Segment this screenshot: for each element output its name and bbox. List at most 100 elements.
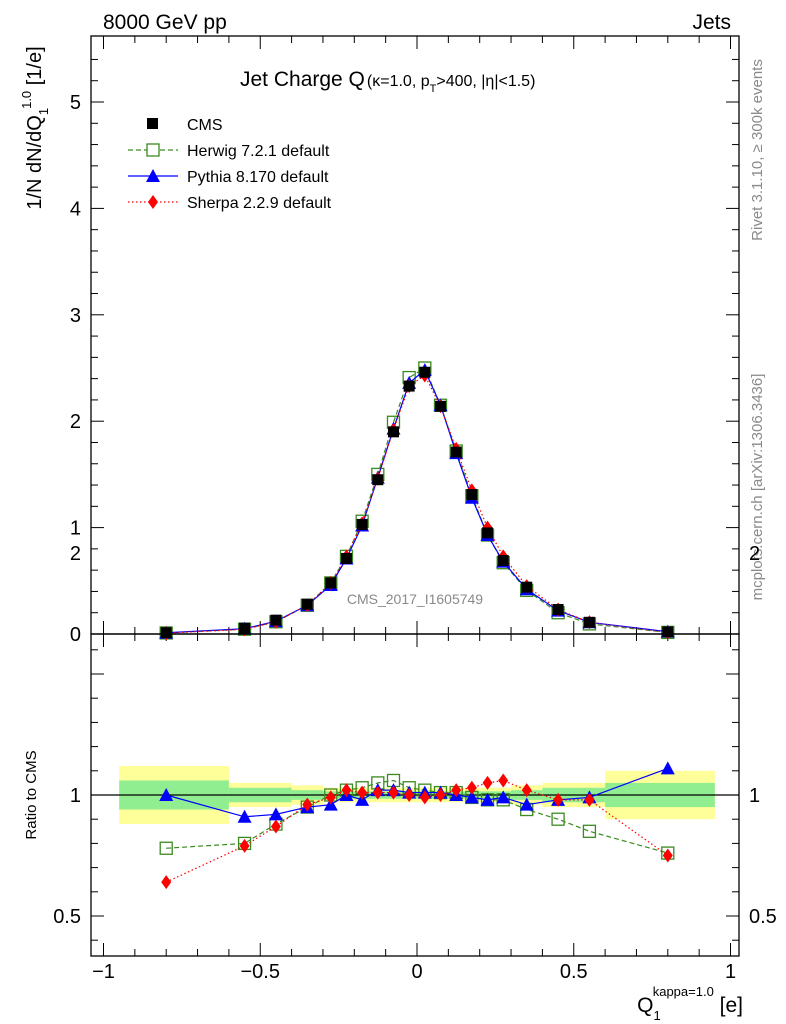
x-tick-label: 0 xyxy=(411,961,422,983)
ratio-point-sherpa xyxy=(498,773,509,788)
main-point-cms xyxy=(450,446,462,458)
main-point-cms xyxy=(552,604,564,616)
ratio-y-axis-label: Ratio to CMS xyxy=(23,750,40,839)
ratio-point-sherpa xyxy=(662,848,673,863)
main-series xyxy=(159,361,675,641)
ratio-point-sherpa xyxy=(270,819,281,834)
legend-label-sherpa: Sherpa 2.2.9 default xyxy=(187,195,332,212)
ratio-point-sherpa xyxy=(325,790,336,805)
main-y-tick-label: 1 xyxy=(70,518,81,540)
ratio-point-sherpa xyxy=(521,783,532,798)
ratio-uncertainty-bands xyxy=(91,765,739,825)
ratio-point-pythia xyxy=(159,788,174,801)
header-left: 8000 GeV pp xyxy=(103,11,227,34)
ratio-y-tick-label-right: 0.5 xyxy=(749,906,777,928)
main-point-cms xyxy=(497,555,509,567)
legend-marker-cms xyxy=(147,118,158,129)
main-point-cms xyxy=(160,627,172,639)
ratio-point-sherpa xyxy=(372,785,383,800)
rivet-side-text: Rivet 3.1.10, ≥ 300k events xyxy=(749,59,766,241)
header-right: Jets xyxy=(692,11,731,34)
ratio-point-herwig xyxy=(159,841,173,855)
ratio-point-sherpa xyxy=(388,785,399,800)
legend: CMS Herwig 7.2.1 default Pythia 8.170 de… xyxy=(128,117,332,212)
ratio-point-pythia xyxy=(519,797,534,811)
ratio-point-herwig xyxy=(551,812,565,826)
ratio-point-sherpa xyxy=(341,783,352,798)
ratio-series xyxy=(159,761,675,890)
main-point-cms xyxy=(387,426,399,438)
plot-title: Jet Charge Q (κ=1.0, pT>400, |η|<1.5) xyxy=(240,68,535,95)
main-series-cms xyxy=(160,366,674,639)
legend-marker-sherpa xyxy=(148,195,158,209)
main-point-cms xyxy=(466,489,478,501)
ratio-axis-ticks: 0.5 0.5 1 1 2 2 xyxy=(53,543,777,941)
main-point-cms xyxy=(583,616,595,628)
ratio-point-herwig xyxy=(582,824,597,838)
main-point-cms xyxy=(482,527,494,539)
ratio-point-pythia xyxy=(660,761,675,775)
main-point-cms xyxy=(325,577,337,589)
x-tick-label: −1 xyxy=(92,961,115,983)
main-point-cms xyxy=(372,474,384,486)
main-point-cms xyxy=(435,400,447,412)
main-point-cms xyxy=(403,380,415,392)
main-point-cms xyxy=(521,581,533,593)
ratio-point-sherpa xyxy=(482,775,493,790)
main-y-tick-label: 4 xyxy=(70,198,81,220)
ratio-point-sherpa xyxy=(357,785,368,800)
ratio-point-sherpa xyxy=(404,788,415,802)
ratio-y-tick-label: 1 xyxy=(70,785,81,807)
main-axis-ticks: 0 1 2 3 4 5 −1 −0.5 0 0.5 1 xyxy=(70,36,739,983)
ratio-point-pythia xyxy=(268,807,283,821)
main-y-tick-label: 5 xyxy=(70,92,81,114)
legend-entry-sherpa: Sherpa 2.2.9 default xyxy=(128,195,332,212)
ratio-point-sherpa xyxy=(419,790,430,805)
legend-entry-pythia: Pythia 8.170 default xyxy=(128,169,329,186)
main-point-cms xyxy=(301,598,313,610)
main-y-tick-label: 3 xyxy=(70,305,81,327)
legend-label-pythia: Pythia 8.170 default xyxy=(187,169,329,186)
legend-entry-herwig: Herwig 7.2.1 default xyxy=(128,143,330,160)
analysis-watermark: CMS_2017_I1605749 xyxy=(347,591,483,607)
main-point-cms xyxy=(419,366,431,378)
legend-label-herwig: Herwig 7.2.1 default xyxy=(187,143,330,160)
main-point-cms xyxy=(662,626,674,638)
x-tick-label: 0.5 xyxy=(560,961,588,983)
ratio-point-pythia xyxy=(480,792,495,806)
ratio-point-sherpa xyxy=(302,797,313,812)
ratio-plot-frame xyxy=(90,633,740,957)
main-y-tick-label: 2 xyxy=(70,411,81,433)
ratio-y-tick-label-right: 1 xyxy=(749,785,760,807)
x-axis-label: Q1kappa=1.0 [e] xyxy=(637,984,743,1023)
legend-entry-cms: CMS xyxy=(147,117,223,134)
ratio-y-tick-label: 0.5 xyxy=(53,906,81,928)
main-y-axis-label: 1/N dN/dQ11.0 [1/e] xyxy=(19,46,51,209)
ratio-point-sherpa xyxy=(466,780,477,795)
main-point-cms xyxy=(356,518,368,530)
main-line-sherpa xyxy=(166,374,668,634)
ratio-point-pythia xyxy=(496,790,511,804)
legend-label-cms: CMS xyxy=(187,117,223,134)
ratio-point-pythia xyxy=(464,790,479,804)
mcplots-side-text: mcplots.cern.ch [arXiv:1306.3436] xyxy=(749,374,766,601)
ratio-point-sherpa xyxy=(435,788,446,802)
x-tick-label: 1 xyxy=(725,961,736,983)
ratio-point-pythia xyxy=(237,809,252,823)
legend-marker-pythia xyxy=(146,169,160,182)
ratio-point-sherpa xyxy=(584,792,595,807)
ratio-point-sherpa xyxy=(161,875,172,890)
x-tick-label: −0.5 xyxy=(241,961,280,983)
ratio-line-pythia xyxy=(166,767,669,818)
ratio-point-sherpa xyxy=(239,838,250,853)
main-y-tick-label: 0 xyxy=(70,624,81,646)
ratio-series-sherpa xyxy=(161,773,673,890)
main-point-cms xyxy=(239,622,251,634)
ratio-point-sherpa xyxy=(451,783,462,798)
main-point-cms xyxy=(270,614,282,626)
ratio-y-tick-label: 2 xyxy=(70,543,81,565)
legend-marker-herwig xyxy=(146,143,160,157)
ratio-point-sherpa xyxy=(553,792,564,807)
ratio-y-tick-label-right: 2 xyxy=(749,543,760,565)
